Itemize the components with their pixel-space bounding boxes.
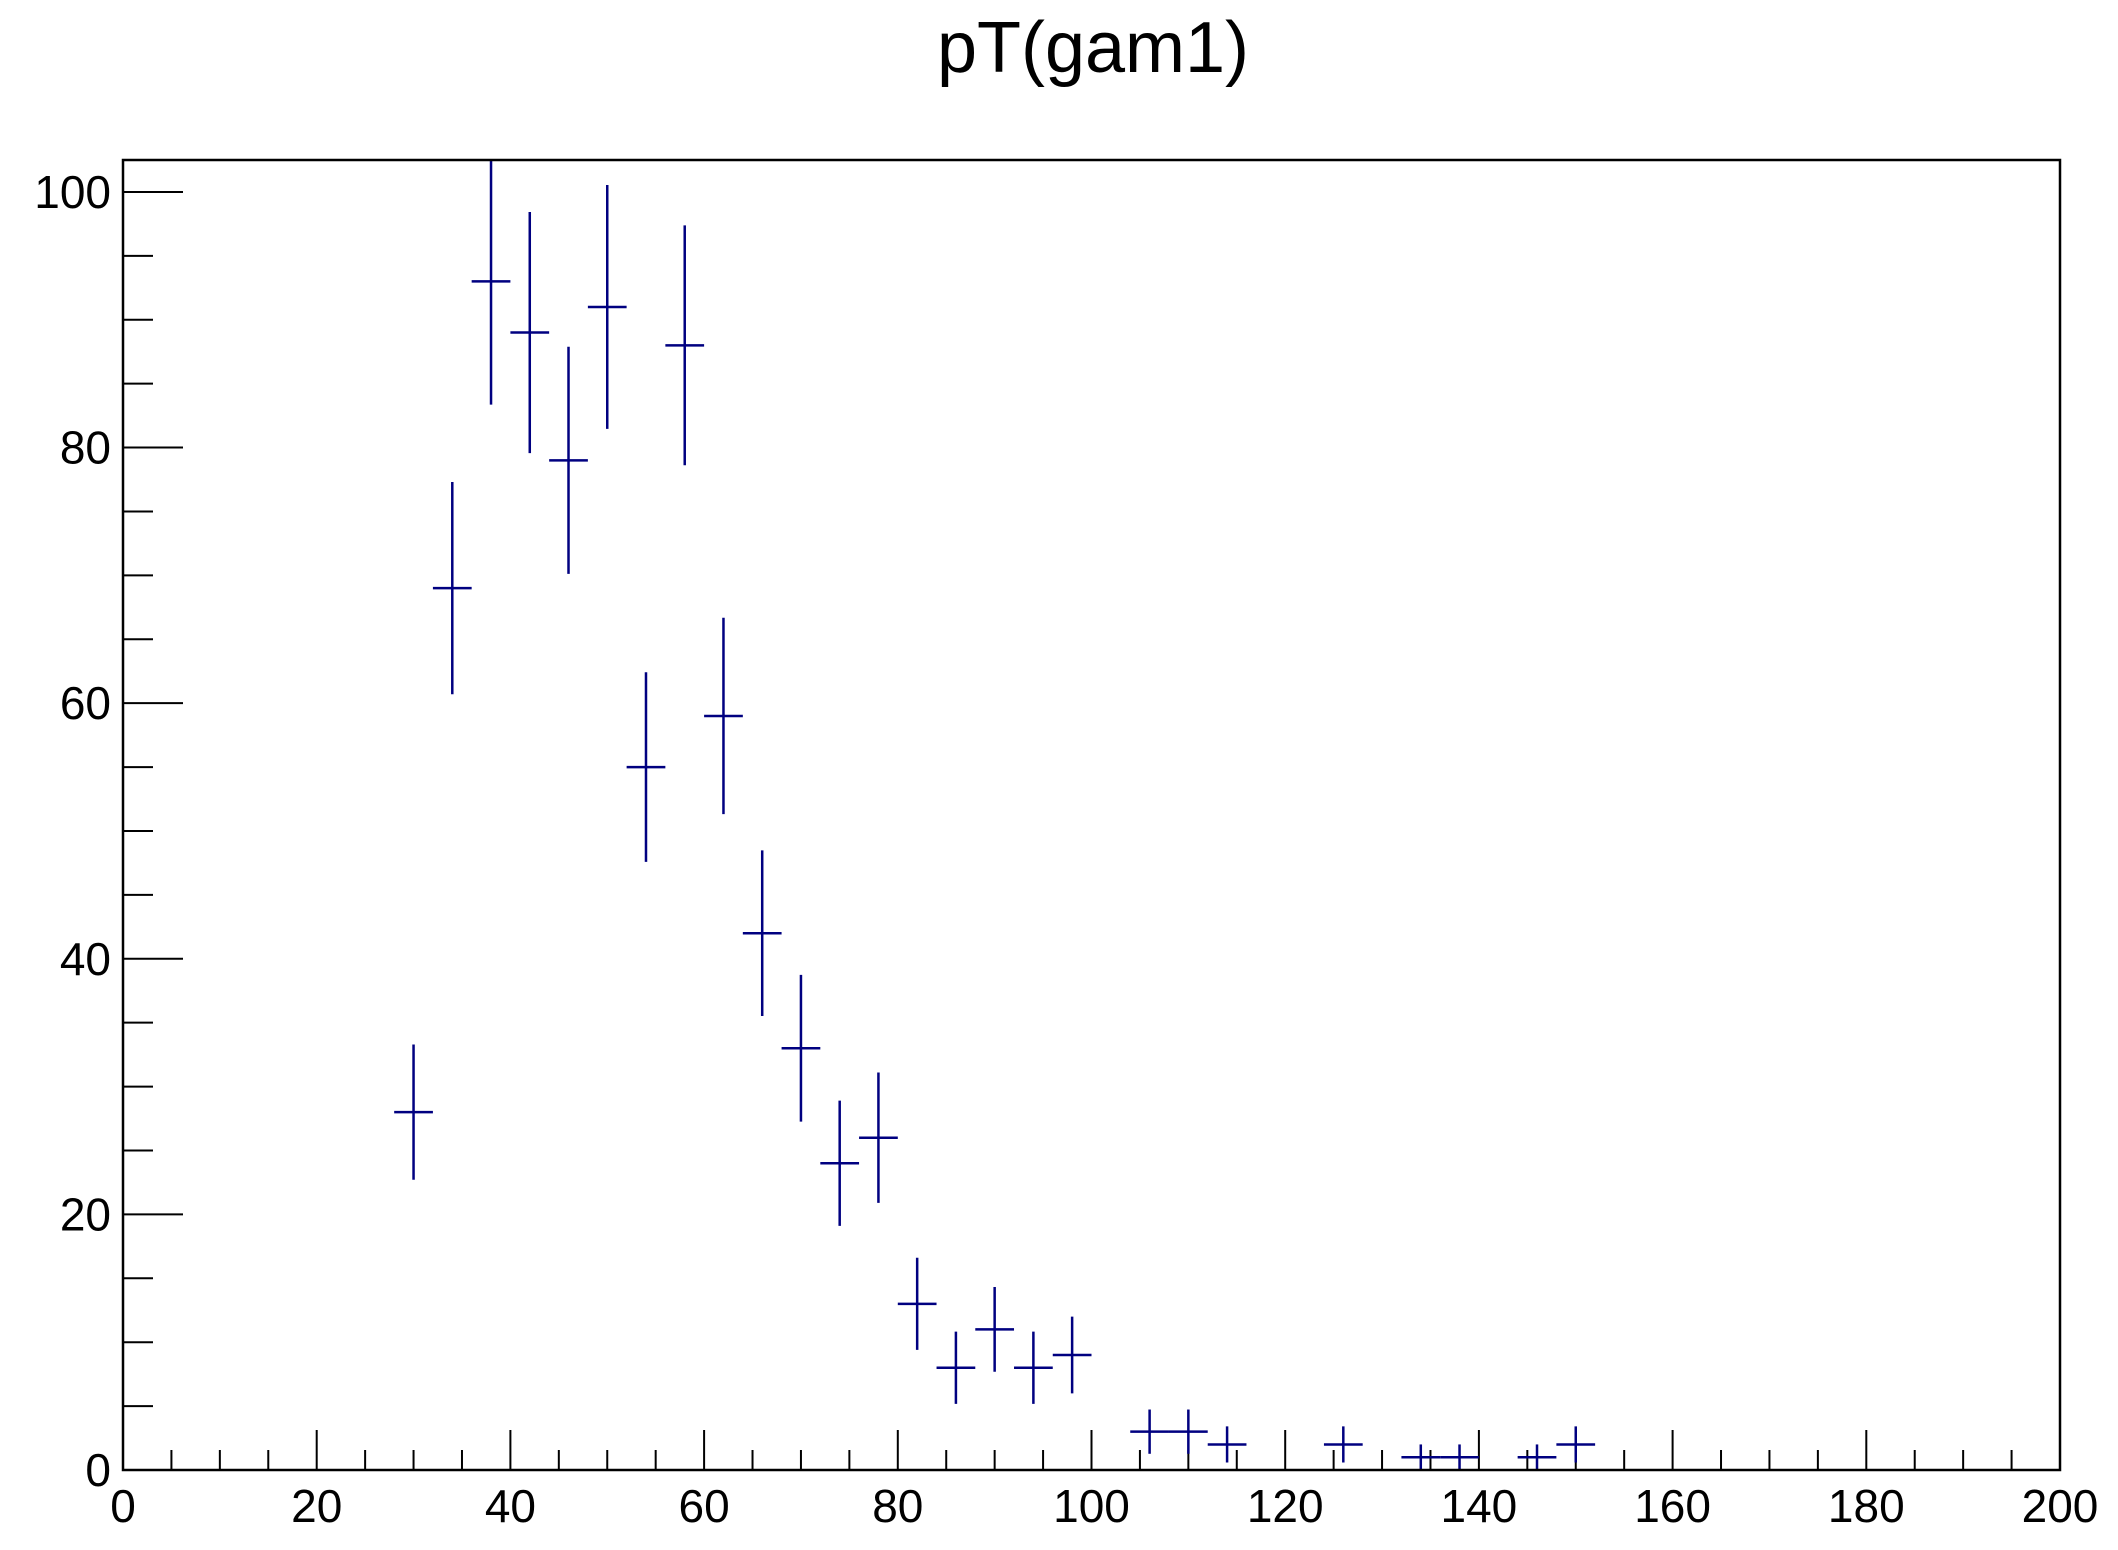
x-tick-label: 40	[485, 1480, 536, 1532]
data-point	[510, 211, 550, 454]
data-point	[1014, 1331, 1053, 1404]
x-tick-label: 20	[291, 1480, 342, 1532]
x-tick-label: 140	[1441, 1480, 1518, 1532]
y-tick-label: 80	[60, 422, 111, 474]
x-tick-label: 120	[1247, 1480, 1324, 1532]
data-point	[1323, 1426, 1363, 1463]
axes: 0 20 40 60 80 100 120 140 160 180 200 0 20 40 60 80 100	[34, 166, 2098, 1532]
y-tick-label: 100	[34, 166, 111, 218]
x-tick-label: 0	[110, 1480, 136, 1532]
data-point	[820, 1100, 860, 1226]
data-points	[394, 160, 1596, 1470]
data-point	[587, 185, 627, 429]
data-point	[626, 672, 666, 862]
y-tick-label: 0	[85, 1444, 111, 1496]
data-point	[471, 160, 511, 405]
data-point	[781, 974, 821, 1122]
x-tick-label: 80	[872, 1480, 923, 1532]
plot-frame	[121, 158, 2062, 1472]
data-point	[1440, 1444, 1479, 1470]
x-tick-label: 180	[1828, 1480, 1905, 1532]
data-point	[549, 346, 588, 574]
data-point	[432, 481, 472, 695]
x-tick-label: 160	[1634, 1480, 1711, 1532]
data-point	[936, 1331, 976, 1404]
data-point	[975, 1287, 1015, 1372]
data-point	[742, 850, 782, 1017]
data-point	[1401, 1444, 1441, 1470]
x-tick-label: 60	[679, 1480, 730, 1532]
data-point	[1517, 1444, 1557, 1470]
data-point	[1556, 1426, 1596, 1463]
chart-title: pT(gam1)	[937, 8, 1249, 88]
y-tick-label: 60	[60, 677, 111, 729]
data-point	[1168, 1409, 1208, 1454]
data-point	[897, 1257, 937, 1350]
data-point	[704, 617, 743, 815]
data-point	[394, 1044, 433, 1180]
data-point	[1052, 1316, 1092, 1394]
x-tick-label: 100	[1053, 1480, 1130, 1532]
data-point	[665, 225, 705, 466]
data-point	[1130, 1409, 1169, 1454]
y-tick-label: 20	[60, 1188, 111, 1240]
y-tick-label: 40	[60, 933, 111, 985]
x-tick-label: 200	[2022, 1480, 2099, 1532]
data-point	[859, 1072, 898, 1203]
data-point	[1207, 1426, 1247, 1463]
